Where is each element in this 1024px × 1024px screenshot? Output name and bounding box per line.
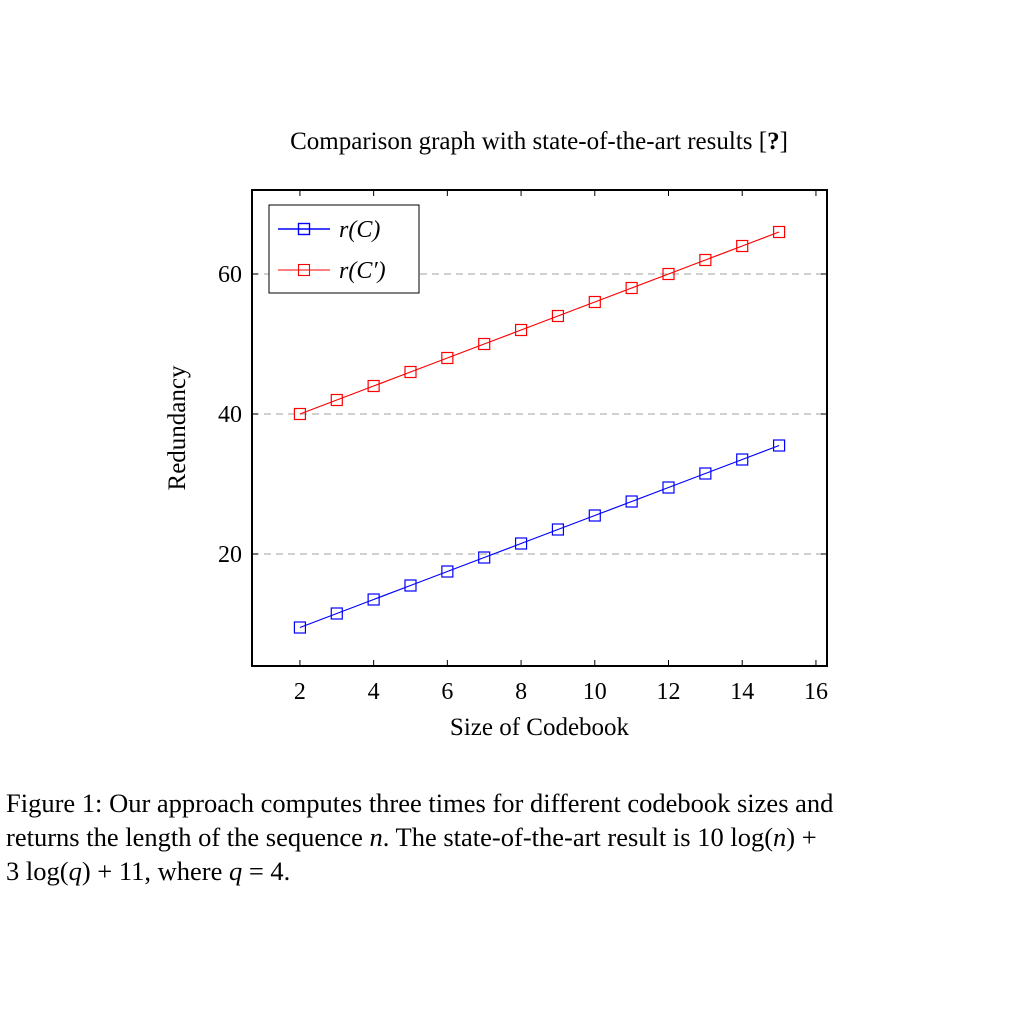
caption-text-2b: . The state-of-the-art result is 10 log( xyxy=(382,822,774,852)
series-2-point-3[interactable] xyxy=(330,393,343,407)
series-2-point-14[interactable] xyxy=(736,239,749,253)
series-2-point-4[interactable] xyxy=(367,379,380,393)
x-tick-label-8: 8 xyxy=(515,679,527,705)
series-1-line xyxy=(299,444,780,629)
caption-math-q2: q xyxy=(228,856,243,886)
chart-title-text: Comparison graph with state-of-the-art r… xyxy=(290,128,768,155)
caption-text-2c: ) + xyxy=(786,822,817,852)
legend-entry-2[interactable]: r(C′) xyxy=(278,258,386,284)
series-2-point-10[interactable] xyxy=(588,295,601,309)
series-layer xyxy=(293,225,786,634)
caption-label: Figure 1: xyxy=(6,788,103,818)
y-axis-label: Redundancy xyxy=(164,365,191,490)
chart-title-ref[interactable]: ? xyxy=(767,128,780,155)
ticks: 20 40 60 2 4 6 8 10 12 14 16 xyxy=(218,190,828,705)
series-1-point-11[interactable] xyxy=(625,495,638,508)
series-1-point-15[interactable] xyxy=(772,439,786,452)
caption-math-q: q xyxy=(68,856,82,886)
figure-caption: Figure 1: Our approach computes three ti… xyxy=(6,786,1022,888)
legend-marker-2 xyxy=(297,263,311,277)
legend: r(C) r(C′) xyxy=(268,204,420,294)
legend-label-1: r(C) xyxy=(339,217,380,243)
caption-text-3a: 3 log( xyxy=(6,856,69,886)
series-2-line xyxy=(299,231,780,415)
caption-line-3: 3 log(q) + 11, where q = 4. xyxy=(6,854,1022,888)
y-tick-label-20: 20 xyxy=(218,542,242,568)
x-axis-label: Size of Codebook xyxy=(450,714,630,741)
series-1-point-10[interactable] xyxy=(588,509,601,522)
series-1-point-6[interactable] xyxy=(441,565,454,578)
series-1-point-2[interactable] xyxy=(293,621,307,634)
caption-math-n2: n xyxy=(773,822,787,852)
series-1-point-4[interactable] xyxy=(367,593,380,606)
chart-title-close: ] xyxy=(779,128,788,155)
caption-line-1: Figure 1: Our approach computes three ti… xyxy=(6,786,1022,820)
caption-text-1: Our approach computes three times for di… xyxy=(109,788,834,818)
series-1-point-13[interactable] xyxy=(699,467,712,480)
series-1-point-8[interactable] xyxy=(514,537,528,550)
series-2-point-2[interactable] xyxy=(293,407,307,421)
caption-text-3b: ) + 11, where xyxy=(81,856,229,886)
series-2-point-11[interactable] xyxy=(625,281,638,295)
series-1-point-12[interactable] xyxy=(662,481,675,494)
grid xyxy=(252,273,827,555)
plot-frame xyxy=(251,189,828,667)
series-2-point-8[interactable] xyxy=(514,323,528,337)
caption-text-3c: = 4. xyxy=(242,856,291,886)
x-tick-label-12: 12 xyxy=(657,679,681,705)
series-1-point-9[interactable] xyxy=(551,523,565,536)
legend-marker-1 xyxy=(297,222,311,236)
legend-box xyxy=(268,204,420,294)
series-2-point-6[interactable] xyxy=(441,351,454,365)
x-tick-label-16: 16 xyxy=(804,679,828,705)
series-2-point-12[interactable] xyxy=(662,267,675,281)
series-1-point-14[interactable] xyxy=(736,453,749,466)
series-2-point-15[interactable] xyxy=(772,225,786,239)
chart-title: Comparison graph with state-of-the-art r… xyxy=(0,128,1024,156)
series-1-point-7[interactable] xyxy=(478,551,491,564)
x-tick-label-14: 14 xyxy=(730,679,754,705)
x-tick-label-4: 4 xyxy=(368,679,380,705)
series-2-point-9[interactable] xyxy=(551,309,565,323)
series-2-point-13[interactable] xyxy=(699,253,712,267)
caption-line-2: returns the length of the sequence n. Th… xyxy=(6,820,1022,854)
chart: 20 40 60 2 4 6 8 10 12 14 16 Size of Codebook Redu… xyxy=(164,189,828,741)
y-tick-label-60: 60 xyxy=(218,262,242,288)
x-tick-label-10: 10 xyxy=(583,679,607,705)
x-tick-label-2: 2 xyxy=(294,679,306,705)
caption-math-n: n xyxy=(369,822,383,852)
series-1-point-3[interactable] xyxy=(330,607,343,620)
caption-text-2a: returns the length of the sequence xyxy=(6,822,370,852)
series-2-point-5[interactable] xyxy=(404,365,417,379)
series-1-point-5[interactable] xyxy=(404,579,417,592)
x-tick-label-6: 6 xyxy=(441,679,453,705)
series-2 xyxy=(293,225,786,421)
series-1 xyxy=(293,439,786,634)
y-tick-label-40: 40 xyxy=(218,402,242,428)
series-2-point-7[interactable] xyxy=(478,337,491,351)
legend-entry-1[interactable]: r(C) xyxy=(278,217,380,243)
legend-label-2: r(C′) xyxy=(339,258,386,284)
